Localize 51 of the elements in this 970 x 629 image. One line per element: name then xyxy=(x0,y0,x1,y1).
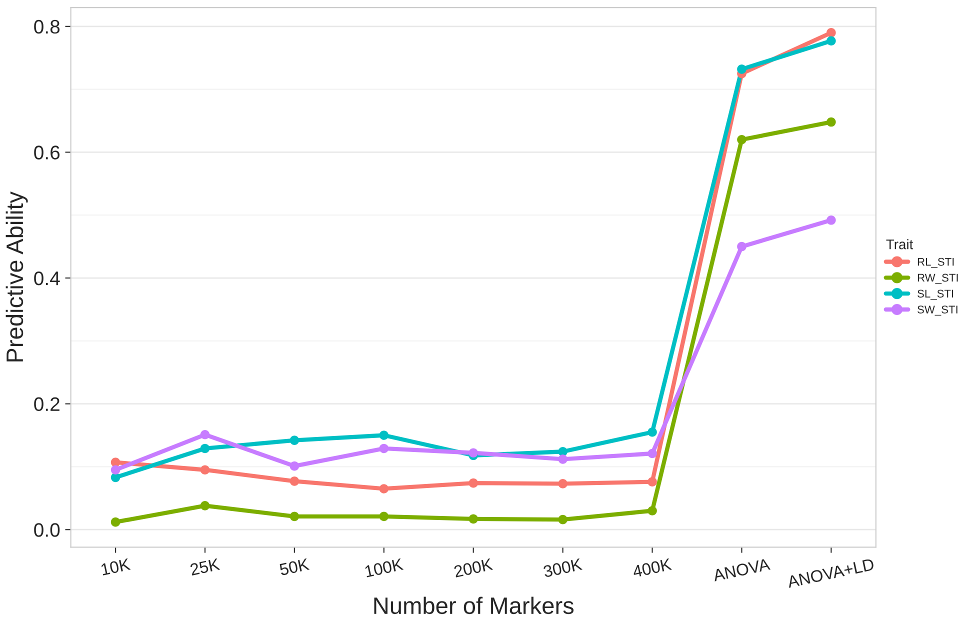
point xyxy=(200,501,210,510)
y-tick-label: 0.4 xyxy=(34,271,60,286)
y-tick-label: 0.6 xyxy=(34,146,60,160)
x-tick-label: ANOVA xyxy=(712,558,771,582)
y-axis-title: Predictive Ability xyxy=(6,191,28,362)
point xyxy=(290,436,300,445)
x-tick-label: 50K xyxy=(279,558,310,576)
point xyxy=(826,36,836,46)
point xyxy=(826,215,836,225)
y-tick-label: 0.8 xyxy=(34,20,60,34)
legend-title: Trait xyxy=(886,239,914,250)
point xyxy=(110,517,120,527)
point xyxy=(826,117,836,127)
x-axis-title: Number of Markers xyxy=(374,596,574,614)
x-tick-label: 200K xyxy=(454,558,494,578)
legend-label: SW_STI xyxy=(918,306,958,316)
point xyxy=(200,465,210,475)
point xyxy=(468,514,478,524)
point xyxy=(290,476,300,486)
x-tick-label: 25K xyxy=(190,558,220,576)
point xyxy=(558,454,568,464)
point xyxy=(648,477,657,486)
point xyxy=(379,444,389,454)
point xyxy=(110,465,120,475)
x-tick-label: 300K xyxy=(542,558,583,578)
point xyxy=(200,444,210,454)
point xyxy=(737,242,746,252)
point xyxy=(379,484,389,494)
point xyxy=(648,427,657,437)
point xyxy=(379,430,389,440)
point xyxy=(468,478,478,488)
point xyxy=(826,28,836,38)
x-tick-label: 10K xyxy=(100,558,131,576)
point xyxy=(200,430,210,440)
y-tick-label: 0.0 xyxy=(34,523,60,537)
point xyxy=(648,506,657,516)
legend-label: RL_STI xyxy=(918,258,954,268)
point xyxy=(290,461,300,471)
legend-label: RW_STI xyxy=(918,274,958,284)
point xyxy=(290,512,300,522)
x-tick-label: 100K xyxy=(364,558,404,578)
point xyxy=(737,64,746,74)
point xyxy=(558,479,568,488)
legend-label: SL_STI xyxy=(918,290,954,300)
y-tick-label: 0.2 xyxy=(34,397,60,412)
point xyxy=(468,448,478,458)
point xyxy=(558,514,568,524)
point xyxy=(648,448,657,458)
point xyxy=(379,512,389,522)
point xyxy=(737,134,746,144)
x-tick-label: 400K xyxy=(632,558,672,578)
